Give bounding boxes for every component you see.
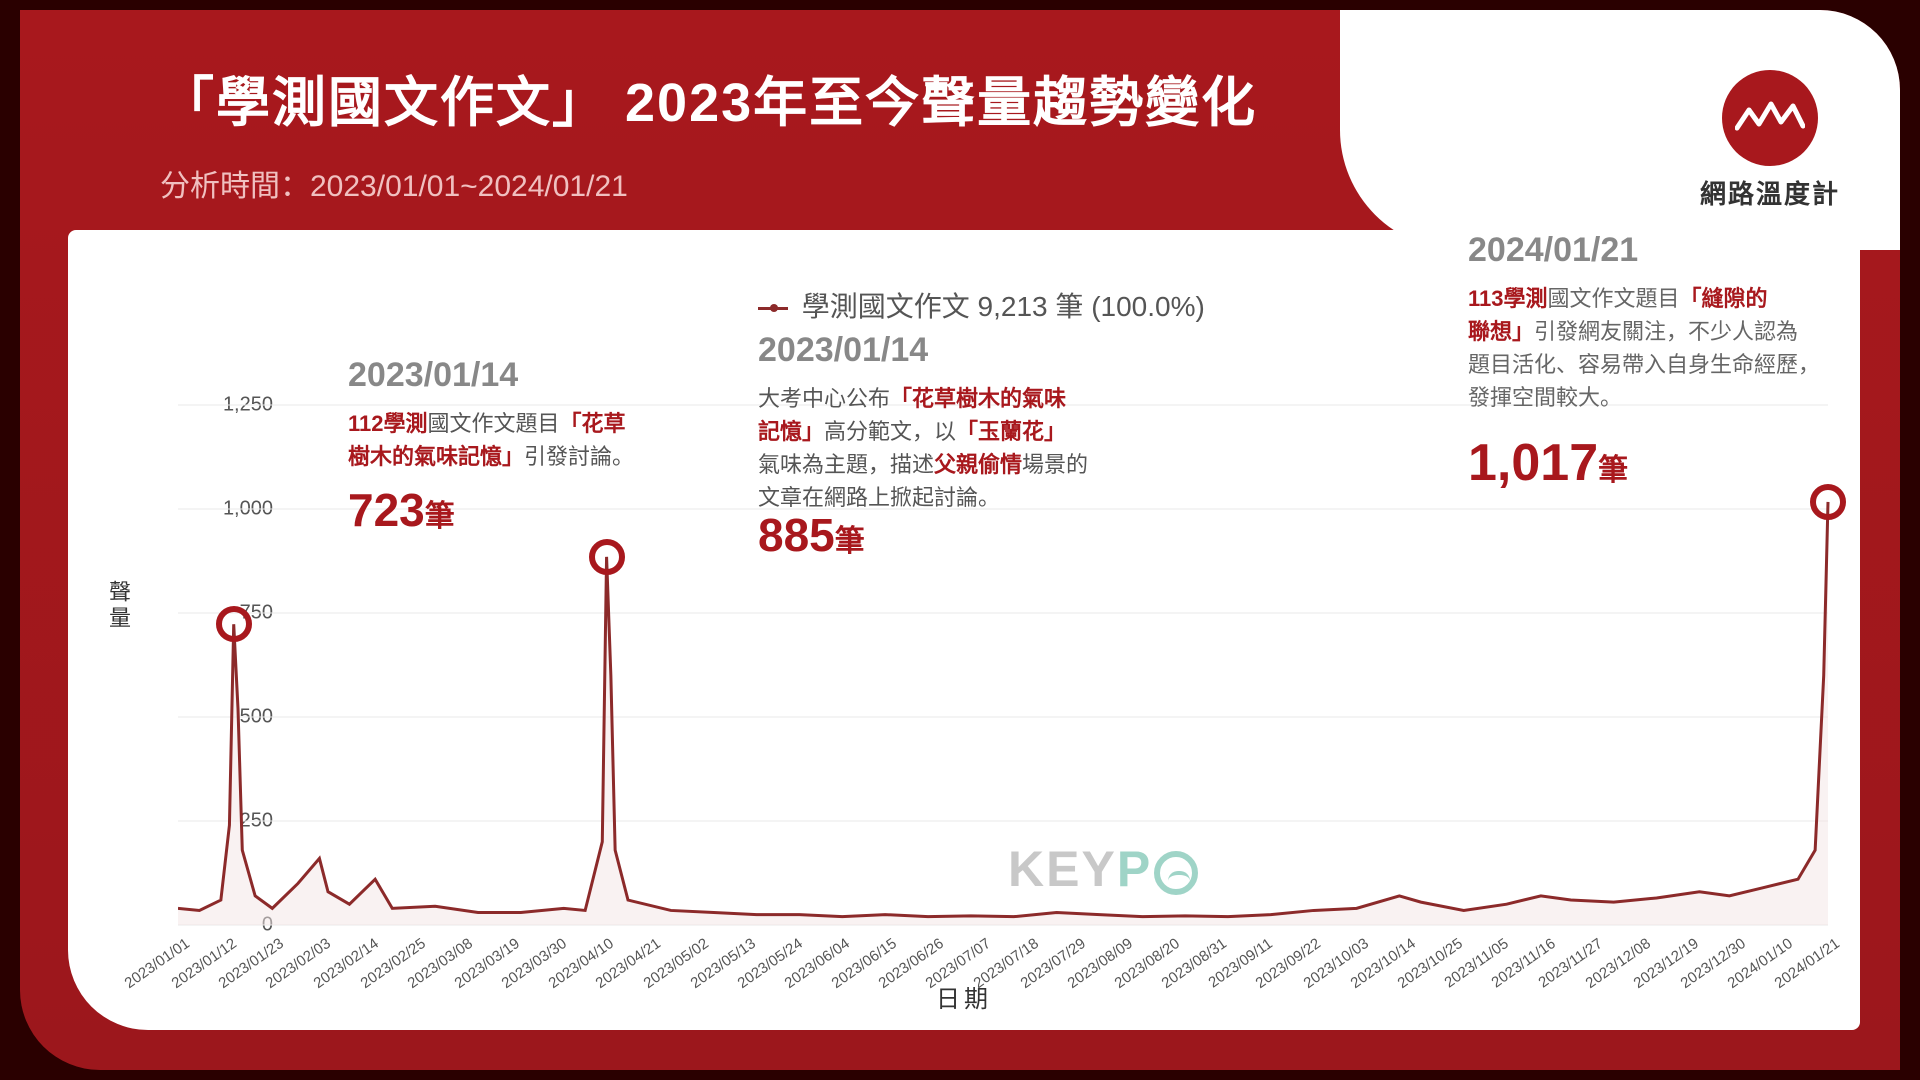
- annotation-line: 發揮空間較大。: [1468, 381, 1848, 414]
- annotation-line: 聯想」引發網友關注，不少人認為: [1468, 315, 1848, 348]
- peak-marker: [589, 539, 625, 575]
- annotation-date: 2023/01/14: [348, 350, 708, 401]
- annotation-count: 1,017筆: [1468, 424, 1848, 502]
- annotation-count-2023-01-14-a: 723筆: [348, 470, 455, 545]
- main-frame: 「學測國文作文」 2023年至今聲量趨勢變化 分析時間：2023/01/01~2…: [20, 10, 1900, 1070]
- annotation-2023-01-14-b: 2023/01/14 大考中心公布「花草樹木的氣味記憶」高分範文，以「玉蘭花」氣味…: [758, 325, 1118, 514]
- annotation-line: 大考中心公布「花草樹木的氣味: [758, 382, 1118, 415]
- header: 「學測國文作文」 2023年至今聲量趨勢變化 分析時間：2023/01/01~2…: [160, 58, 1257, 205]
- chart-panel: 聲量 日期 學測國文作文 9,213 筆 (100.0%) 0250500750…: [68, 230, 1860, 1030]
- annotation-line: 樹木的氣味記憶」引發討論。: [348, 440, 708, 473]
- peak-marker: [216, 606, 252, 642]
- page-subtitle: 分析時間：2023/01/01~2024/01/21: [160, 161, 1257, 205]
- annotation-line: 記憶」高分範文，以「玉蘭花」: [758, 415, 1118, 448]
- annotation-count-2023-01-14-b: 885筆: [758, 495, 865, 570]
- y-axis-label: 聲量: [102, 580, 134, 632]
- brand-logo: 網路溫度計: [1700, 70, 1840, 211]
- brand-text: 網路溫度計: [1700, 174, 1840, 211]
- keypo-watermark: KEYP: [1008, 840, 1198, 898]
- annotation-2024-01-21: 2024/01/21 113學測國文作文題目「縫隙的聯想」引發網友關注，不少人認…: [1468, 225, 1848, 502]
- annotation-line: 112學測國文作文題目「花草: [348, 407, 708, 440]
- annotation-date: 2024/01/21: [1468, 225, 1848, 276]
- annotation-line: 題目活化、容易帶入自身生命經歷，: [1468, 348, 1848, 381]
- page-title: 「學測國文作文」 2023年至今聲量趨勢變化: [160, 58, 1257, 137]
- annotation-line: 氣味為主題，描述父親偷情場景的: [758, 448, 1118, 481]
- annotation-line: 113學測國文作文題目「縫隙的: [1468, 282, 1848, 315]
- annotation-date: 2023/01/14: [758, 325, 1118, 376]
- annotation-2023-01-14-a: 2023/01/14 112學測國文作文題目「花草樹木的氣味記憶」引發討論。: [348, 350, 708, 473]
- brand-icon: [1722, 70, 1818, 166]
